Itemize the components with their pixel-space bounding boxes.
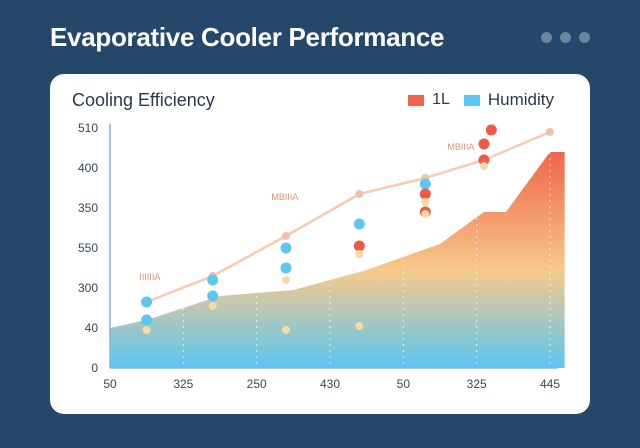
x-tick-label: 50 <box>397 377 411 391</box>
x-tick-label: 445 <box>540 377 560 391</box>
area-series-1l <box>110 152 565 368</box>
page-title: Evaporative Cooler Performance <box>50 22 445 52</box>
y-tick-label: 510 <box>78 121 98 135</box>
y-tick-label: 350 <box>78 201 98 215</box>
pale-point <box>282 276 290 284</box>
humidity-point <box>141 296 153 308</box>
x-tick-label: 325 <box>467 377 487 391</box>
x-tick-label: 50 <box>103 377 117 391</box>
menu-dot-icon[interactable] <box>541 32 552 43</box>
humidity-point <box>207 274 219 286</box>
pale-point <box>421 198 430 206</box>
chart-card: Cooling Efficiency 1L Humidity MBIIIA MBI… <box>50 74 590 414</box>
menu-dot-icon[interactable] <box>579 32 590 43</box>
humidity-point <box>280 242 292 254</box>
humidity-point <box>419 178 431 190</box>
humidity-point <box>280 262 292 274</box>
y-tick-label: 300 <box>78 281 98 295</box>
humidity-point <box>141 314 153 326</box>
y-tick-label: 40 <box>85 321 99 335</box>
pale-point <box>480 162 488 170</box>
efficiency-point <box>353 240 365 252</box>
annotation-label: MBIIIA <box>447 142 474 152</box>
efficiency-point <box>478 154 490 166</box>
trend-point <box>546 128 554 136</box>
annotation-label: MBIIIA <box>271 192 298 202</box>
efficiency-point <box>419 188 431 200</box>
trend-point <box>282 232 290 240</box>
legend-label-1l: 1L <box>432 91 450 108</box>
x-tick-label: 430 <box>320 377 340 391</box>
y-tick-label: 0 <box>91 361 98 375</box>
legend-swatch-humidity <box>463 94 480 106</box>
pale-point <box>282 326 290 334</box>
efficiency-point <box>478 138 490 150</box>
chart-legend: 1L Humidity <box>408 90 554 110</box>
window-controls <box>541 32 590 43</box>
humidity-point <box>353 218 365 230</box>
annotation-label: IIIIIIA <box>139 272 160 282</box>
pale-point <box>355 322 364 330</box>
efficiency-point <box>485 124 497 136</box>
menu-dot-icon[interactable] <box>560 32 571 43</box>
legend-swatch-1l <box>408 94 425 106</box>
y-tick-label: 400 <box>78 161 98 175</box>
pale-point <box>208 302 217 310</box>
trend-point <box>355 190 364 198</box>
chart-svg: MBIIIA MBIIIA IIIIIIA 0 40 300 550 350 400 510 50 3… <box>78 121 565 391</box>
pale-point <box>355 250 364 258</box>
pale-point <box>142 326 151 334</box>
x-tick-label: 325 <box>173 377 193 391</box>
humidity-point <box>207 290 219 302</box>
x-tick-label: 250 <box>247 377 267 391</box>
chart-title: Cooling Efficiency <box>72 90 215 110</box>
y-tick-label: 550 <box>78 241 98 255</box>
legend-label-humidity: Humidity <box>487 90 554 109</box>
pale-point <box>421 210 430 218</box>
